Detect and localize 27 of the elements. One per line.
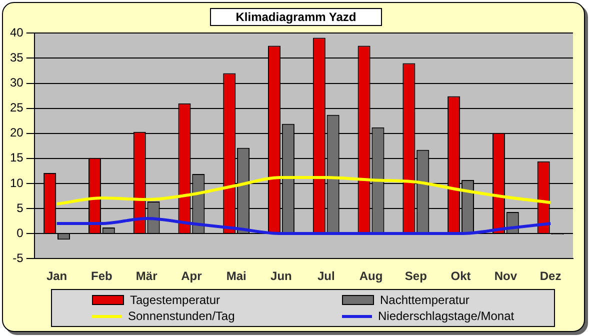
y-tick-label: 5 [16,200,24,215]
x-tick-label: Feb [91,269,112,284]
legend-label: Niederschlagstage/Monat [378,309,514,323]
y-tick-label: 15 [10,150,24,165]
y-tick-label: 10 [10,176,24,190]
x-tick-label: Dez [540,269,562,284]
x-tick-label: Okt [450,269,471,284]
x-tick-label: Jun [270,269,292,284]
x-tick-label: Nov [494,269,518,284]
y-tick-label: 20 [10,126,24,140]
x-tick-label: Sep [404,269,427,284]
legend-label: Sonnenstunden/Tag [128,309,235,323]
x-tick-label: Jul [317,269,335,284]
y-tick-label: 25 [10,100,24,115]
y-tick-label: -5 [12,250,24,265]
y-tick-label: 40 [10,26,24,40]
y-tick-label: 35 [10,50,24,65]
x-tick-label: Mai [226,269,246,284]
y-tick-label: 0 [16,226,24,240]
x-tick-label: Mär [136,269,158,284]
x-tick-label: Jan [46,269,68,284]
x-tick-label: Apr [181,269,202,284]
x-tick-label: Aug [359,269,383,284]
legend-label: Tagestemperatur [130,293,220,307]
y-tick-label: 30 [10,76,24,90]
legend-label: Nachttemperatur [380,293,470,307]
chart-title: Klimadiagramm Yazd [210,8,382,26]
